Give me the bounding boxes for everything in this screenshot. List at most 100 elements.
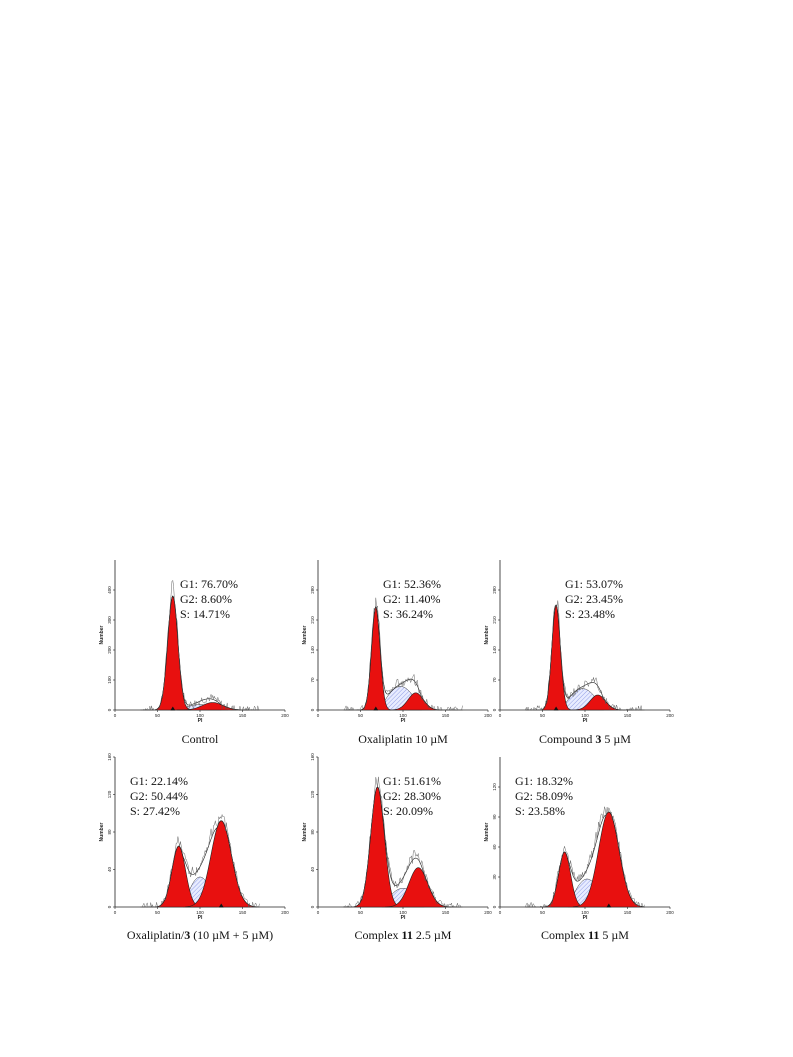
y-tick-label: 0 xyxy=(492,905,497,908)
y-tick-label: 300 xyxy=(107,616,112,624)
x-axis-label: PI xyxy=(198,718,203,724)
peak-marker-icon xyxy=(218,903,224,908)
panel-caption: Oxaliplatin/3 (10 µM + 5 µM) xyxy=(126,928,274,942)
y-tick-label: 0 xyxy=(492,708,497,711)
x-tick-label: 100 xyxy=(581,910,589,915)
x-tick-label: 0 xyxy=(114,910,117,915)
x-tick-label: 0 xyxy=(317,713,320,718)
phase-percentage-s: S: 23.58% xyxy=(515,804,565,818)
raw-histogram-line xyxy=(140,813,260,908)
y-tick-label: 90 xyxy=(492,814,497,820)
x-tick-label: 150 xyxy=(624,910,632,915)
y-tick-label: 80 xyxy=(107,829,112,835)
panel-caption: Oxaliplatin 10 µM xyxy=(358,732,448,746)
x-tick-label: 200 xyxy=(666,713,674,718)
x-axis-label: PI xyxy=(583,718,588,724)
x-tick-label: 100 xyxy=(196,713,204,718)
x-tick-label: 200 xyxy=(281,713,289,718)
x-axis-label: PI xyxy=(401,718,406,724)
x-tick-label: 50 xyxy=(540,713,546,718)
y-tick-label: 60 xyxy=(492,844,497,850)
x-tick-label: 50 xyxy=(540,910,546,915)
x-tick-label: 50 xyxy=(358,910,364,915)
raw-histogram-line xyxy=(525,806,645,908)
g1-peak-area xyxy=(360,606,391,711)
y-tick-label: 0 xyxy=(310,708,315,711)
phase-percentage-s: S: 27.42% xyxy=(130,804,180,818)
y-tick-label: 100 xyxy=(107,676,112,684)
peak-marker-icon xyxy=(606,903,612,908)
y-tick-label: 40 xyxy=(310,867,315,873)
y-tick-label: 210 xyxy=(492,616,497,624)
y-tick-label: 40 xyxy=(107,867,112,873)
x-tick-label: 200 xyxy=(666,910,674,915)
y-tick-label: 70 xyxy=(492,677,497,683)
x-tick-label: 50 xyxy=(358,713,364,718)
phase-percentage-g2: G2: 23.45% xyxy=(565,592,623,606)
y-axis-label: Number xyxy=(99,626,105,645)
phase-percentage-g1: G1: 53.07% xyxy=(565,577,623,591)
phase-percentage-g2: G2: 50.44% xyxy=(130,789,188,803)
x-tick-label: 50 xyxy=(155,713,161,718)
phase-percentage-g2: G2: 28.30% xyxy=(383,789,441,803)
phase-percentage-g2: G2: 8.60% xyxy=(180,592,232,606)
histogram-panel-5: 0 50 100 150 200 0 40 80 120 160 PI Number G1: 51.61… xyxy=(302,753,492,921)
y-tick-label: 120 xyxy=(492,783,497,791)
y-tick-label: 140 xyxy=(310,646,315,654)
raw-histogram-line xyxy=(140,579,260,711)
y-tick-label: 280 xyxy=(310,586,315,594)
histogram-panel-1: 0 50 100 150 200 0 100 200 300 400 PI Number G1: 76.… xyxy=(99,560,289,724)
y-tick-label: 0 xyxy=(107,905,112,908)
x-tick-label: 0 xyxy=(114,713,117,718)
y-tick-label: 160 xyxy=(310,753,315,761)
y-tick-label: 120 xyxy=(107,790,112,798)
raw-histogram-line xyxy=(525,600,645,711)
y-tick-label: 400 xyxy=(107,586,112,594)
phase-percentage-g2: G2: 11.40% xyxy=(383,592,441,606)
phase-percentage-g1: G1: 76.70% xyxy=(180,577,238,591)
y-tick-label: 210 xyxy=(310,616,315,624)
y-tick-label: 160 xyxy=(107,753,112,761)
y-tick-label: 0 xyxy=(310,905,315,908)
panel-caption: Complex 11 2.5 µM xyxy=(354,928,452,942)
y-tick-label: 80 xyxy=(310,829,315,835)
model-fit-line xyxy=(343,786,463,908)
x-tick-label: 150 xyxy=(442,910,450,915)
peak-marker-icon xyxy=(170,706,176,711)
histogram-panel-4: 0 50 100 150 200 0 40 80 120 160 PI Number G1: 22.14… xyxy=(99,753,289,921)
x-axis-label: PI xyxy=(401,915,406,921)
x-tick-label: 0 xyxy=(499,713,502,718)
peak-marker-icon xyxy=(553,706,559,711)
y-tick-label: 70 xyxy=(310,677,315,683)
y-tick-label: 0 xyxy=(107,708,112,711)
x-tick-label: 100 xyxy=(399,713,407,718)
y-axis-label: Number xyxy=(99,823,105,842)
x-tick-label: 0 xyxy=(499,910,502,915)
histogram-panel-2: 0 50 100 150 200 0 70 140 210 280 PI Number G1: 52.3… xyxy=(302,560,492,724)
y-axis-label: Number xyxy=(484,823,490,842)
y-axis-label: Number xyxy=(302,823,308,842)
x-tick-label: 150 xyxy=(239,713,247,718)
y-tick-label: 200 xyxy=(107,646,112,654)
phase-percentage-s: S: 23.48% xyxy=(565,607,615,621)
raw-histogram-line xyxy=(343,597,463,711)
y-tick-label: 280 xyxy=(492,586,497,594)
y-tick-label: 120 xyxy=(310,790,315,798)
phase-percentage-g2: G2: 58.09% xyxy=(515,789,573,803)
x-tick-label: 0 xyxy=(317,910,320,915)
y-tick-label: 30 xyxy=(492,874,497,880)
panel-caption: Compound 3 5 µM xyxy=(539,732,631,746)
y-axis-label: Number xyxy=(484,626,490,645)
x-tick-label: 200 xyxy=(484,713,492,718)
x-tick-label: 100 xyxy=(399,910,407,915)
phase-percentage-g1: G1: 18.32% xyxy=(515,774,573,788)
peak-marker-icon xyxy=(373,706,379,711)
y-axis-label: Number xyxy=(302,626,308,645)
panel-caption: Control xyxy=(181,732,219,746)
x-tick-label: 150 xyxy=(624,713,632,718)
phase-percentage-s: S: 14.71% xyxy=(180,607,230,621)
panel-caption: Complex 11 5 µM xyxy=(541,928,629,942)
x-axis-label: PI xyxy=(198,915,203,921)
